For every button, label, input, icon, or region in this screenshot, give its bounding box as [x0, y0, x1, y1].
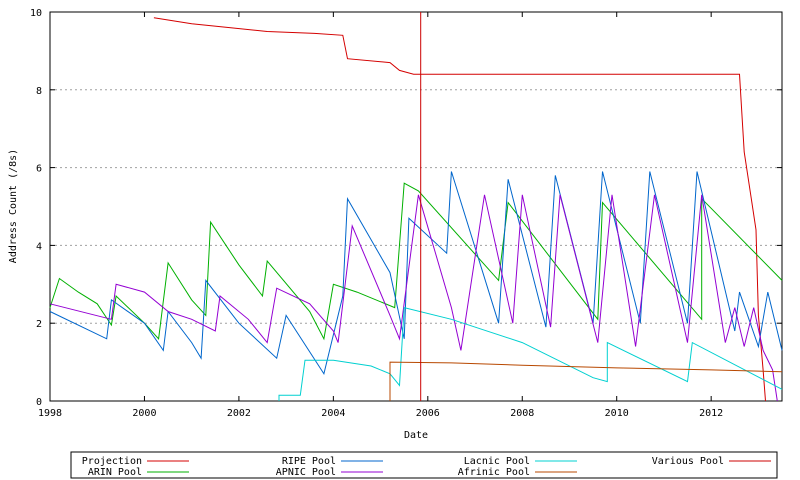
- legend-label-lacnic-pool: Lacnic Pool: [464, 456, 530, 467]
- legend-box: [70, 451, 778, 479]
- y-tick-label: 4: [36, 241, 42, 252]
- x-tick-label: 2004: [321, 408, 345, 419]
- plot-frame: [49, 11, 783, 402]
- series-line-projection: [153, 17, 766, 402]
- y-tick-label: 0: [36, 397, 42, 408]
- legend-label-projection: Projection: [82, 456, 142, 467]
- legend-label-afrinic-pool: Afrinic Pool: [458, 467, 530, 478]
- x-tick-label: 2012: [699, 408, 723, 419]
- x-tick-label: 2000: [132, 408, 156, 419]
- legend-label-ripe-pool: RIPE Pool: [282, 456, 336, 467]
- y-axis-label: Address Count (/8s): [8, 149, 19, 263]
- series-line-apnic-pool: [49, 194, 778, 402]
- series-lines: [49, 12, 783, 402]
- legend-label-various-pool: Various Pool: [652, 456, 724, 467]
- axis-ticks: 0 2 4 6 8 10 1998 2000 2002 2004 2006 2008 2010 2012: [30, 8, 782, 419]
- y-tick-label: 2: [36, 319, 42, 330]
- grid-lines: [50, 89, 782, 324]
- series-line-afrinic-pool: [389, 361, 783, 401]
- legend-label-arin-pool: ARIN Pool: [88, 467, 142, 478]
- x-tick-label: 1998: [38, 408, 62, 419]
- series-line-lacnic-pool: [278, 306, 783, 401]
- series-line-arin-pool: [49, 182, 783, 341]
- x-axis-label: Date: [404, 430, 428, 441]
- y-tick-label: 10: [30, 8, 42, 19]
- y-tick-label: 8: [36, 86, 42, 97]
- x-tick-label: 2008: [510, 408, 534, 419]
- series-line-ripe-pool: [49, 171, 783, 376]
- x-tick-label: 2006: [416, 408, 440, 419]
- legend-label-apnic-pool: APNIC Pool: [276, 467, 336, 478]
- x-tick-label: 2010: [605, 408, 629, 419]
- y-tick-label: 6: [36, 164, 42, 175]
- x-tick-label: 2002: [227, 408, 251, 419]
